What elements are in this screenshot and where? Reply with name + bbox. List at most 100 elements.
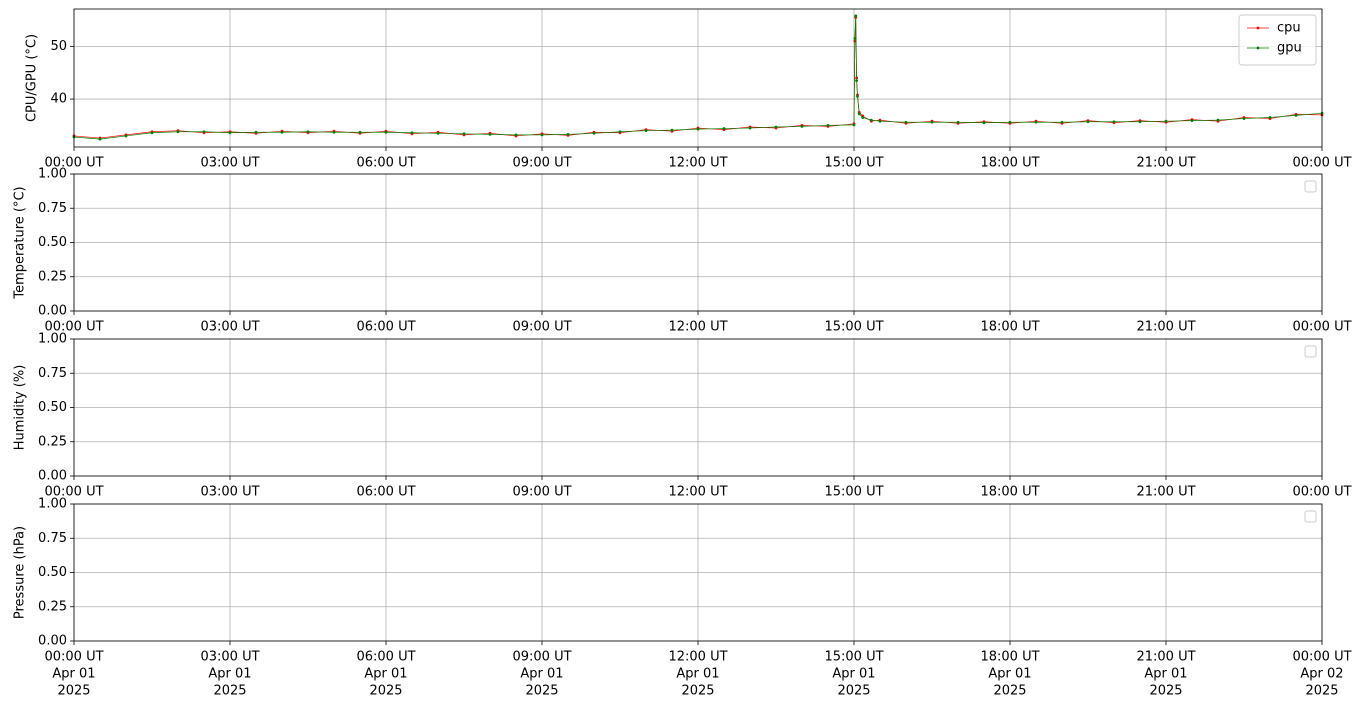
y-tick-label: 0.00 bbox=[38, 634, 67, 649]
x-tick-label: 21:00 UT bbox=[1136, 156, 1195, 171]
data-point bbox=[1086, 120, 1090, 124]
y-axis-label: CPU/GPU (°C) bbox=[25, 34, 40, 122]
data-point bbox=[854, 14, 858, 18]
x-tick-label: 18:00 UT bbox=[980, 485, 1039, 500]
x-tick-label: 12:00 UT bbox=[668, 650, 727, 665]
x-tick-label: Apr 01 bbox=[832, 667, 875, 682]
x-tick-label: 2025 bbox=[1305, 684, 1338, 699]
x-tick-label: 15:00 UT bbox=[824, 320, 883, 335]
data-point bbox=[856, 95, 859, 98]
data-point bbox=[436, 131, 440, 135]
x-tick-label: 2025 bbox=[837, 684, 870, 699]
x-tick-label: Apr 01 bbox=[520, 667, 563, 682]
data-point bbox=[514, 133, 518, 137]
x-tick-label: Apr 01 bbox=[364, 667, 407, 682]
legend-marker bbox=[1256, 26, 1260, 30]
x-tick-label: 18:00 UT bbox=[980, 650, 1039, 665]
series-line bbox=[73, 15, 1323, 140]
y-tick-label: 1.00 bbox=[38, 497, 67, 512]
legend-box bbox=[1304, 510, 1317, 523]
y-tick-label: 0.25 bbox=[38, 599, 67, 614]
x-tick-label: 21:00 UT bbox=[1136, 650, 1195, 665]
data-point bbox=[332, 130, 336, 134]
data-point bbox=[748, 126, 752, 130]
x-tick-label: 00:00 UT bbox=[1292, 650, 1351, 665]
data-point bbox=[306, 130, 310, 134]
data-point bbox=[853, 37, 857, 40]
axes-frame bbox=[73, 8, 1323, 148]
x-tick-label: 2025 bbox=[525, 684, 558, 699]
x-tick-label: 00:00 UT bbox=[1292, 320, 1351, 335]
data-point bbox=[358, 130, 362, 134]
x-tick-label: 15:00 UT bbox=[824, 156, 883, 171]
x-tick-label: 03:00 UT bbox=[200, 320, 259, 335]
x-tick-label: 06:00 UT bbox=[356, 156, 415, 171]
x-tick-label: 06:00 UT bbox=[356, 485, 415, 500]
x-tick-label: 18:00 UT bbox=[980, 320, 1039, 335]
data-point bbox=[202, 130, 206, 134]
data-point bbox=[1216, 118, 1220, 122]
data-point bbox=[384, 130, 388, 134]
x-tick-label: 09:00 UT bbox=[512, 156, 571, 171]
axes-frame bbox=[73, 503, 1323, 642]
y-axis-label: Temperature (°C) bbox=[13, 186, 28, 299]
x-tick-label: Apr 01 bbox=[988, 667, 1031, 682]
data-point bbox=[982, 121, 986, 125]
y-tick-label: 50 bbox=[50, 39, 67, 54]
x-tick-label: 00:00 UT bbox=[44, 650, 103, 665]
data-point bbox=[800, 125, 804, 128]
x-tick-label: 09:00 UT bbox=[512, 650, 571, 665]
x-tick-label: 12:00 UT bbox=[668, 485, 727, 500]
data-point bbox=[176, 130, 180, 134]
x-tick-label: 21:00 UT bbox=[1136, 320, 1195, 335]
data-point bbox=[124, 134, 128, 138]
x-tick-label: 21:00 UT bbox=[1136, 485, 1195, 500]
y-tick-label: 0.50 bbox=[38, 400, 67, 415]
data-point bbox=[1008, 120, 1012, 124]
data-point bbox=[1190, 119, 1194, 123]
x-tick-label: 12:00 UT bbox=[668, 320, 727, 335]
y-tick-label: 0.75 bbox=[38, 531, 67, 546]
data-point bbox=[410, 131, 414, 135]
y-tick-label: 0.75 bbox=[38, 201, 67, 216]
data-point bbox=[1034, 120, 1038, 124]
y-tick-label: 1.00 bbox=[38, 332, 67, 347]
x-tick-label: 00:00 UT bbox=[44, 320, 103, 335]
x-tick-label: Apr 02 bbox=[1300, 667, 1343, 682]
data-point bbox=[774, 125, 778, 129]
y-tick-label: 40 bbox=[50, 92, 67, 107]
x-tick-label: 03:00 UT bbox=[200, 156, 259, 171]
x-tick-label: 2025 bbox=[369, 684, 402, 699]
y-tick-label: 0.50 bbox=[38, 565, 67, 580]
y-tick-label: 0.25 bbox=[38, 434, 67, 449]
axes-frame bbox=[73, 338, 1323, 477]
x-tick-label: 03:00 UT bbox=[200, 650, 259, 665]
x-tick-label: 00:00 UT bbox=[1292, 485, 1351, 500]
y-tick-label: 1.00 bbox=[38, 167, 67, 182]
axes-frame bbox=[73, 173, 1323, 312]
x-tick-label: 00:00 UT bbox=[44, 485, 103, 500]
data-point bbox=[869, 118, 873, 122]
data-point bbox=[540, 133, 544, 137]
x-tick-label: 06:00 UT bbox=[356, 320, 415, 335]
x-tick-label: 00:00 UT bbox=[1292, 156, 1351, 171]
x-tick-label: Apr 01 bbox=[52, 667, 95, 682]
legend-label: cpu bbox=[1277, 21, 1301, 36]
y-tick-label: 0.00 bbox=[38, 304, 67, 319]
x-tick-label: 00:00 UT bbox=[44, 156, 103, 171]
data-point bbox=[150, 131, 154, 135]
data-point bbox=[592, 131, 596, 135]
data-point bbox=[857, 112, 861, 116]
data-point bbox=[852, 123, 856, 127]
x-tick-label: 15:00 UT bbox=[824, 650, 883, 665]
x-tick-label: 06:00 UT bbox=[356, 650, 415, 665]
data-point bbox=[826, 124, 830, 127]
x-tick-label: Apr 01 bbox=[676, 667, 719, 682]
x-tick-label: 18:00 UT bbox=[980, 156, 1039, 171]
x-tick-label: 09:00 UT bbox=[512, 485, 571, 500]
data-point bbox=[488, 132, 492, 136]
x-tick-label: 03:00 UT bbox=[200, 485, 259, 500]
x-tick-label: 2025 bbox=[681, 684, 714, 699]
y-tick-label: 0.00 bbox=[38, 469, 67, 484]
y-tick-label: 0.25 bbox=[38, 269, 67, 284]
